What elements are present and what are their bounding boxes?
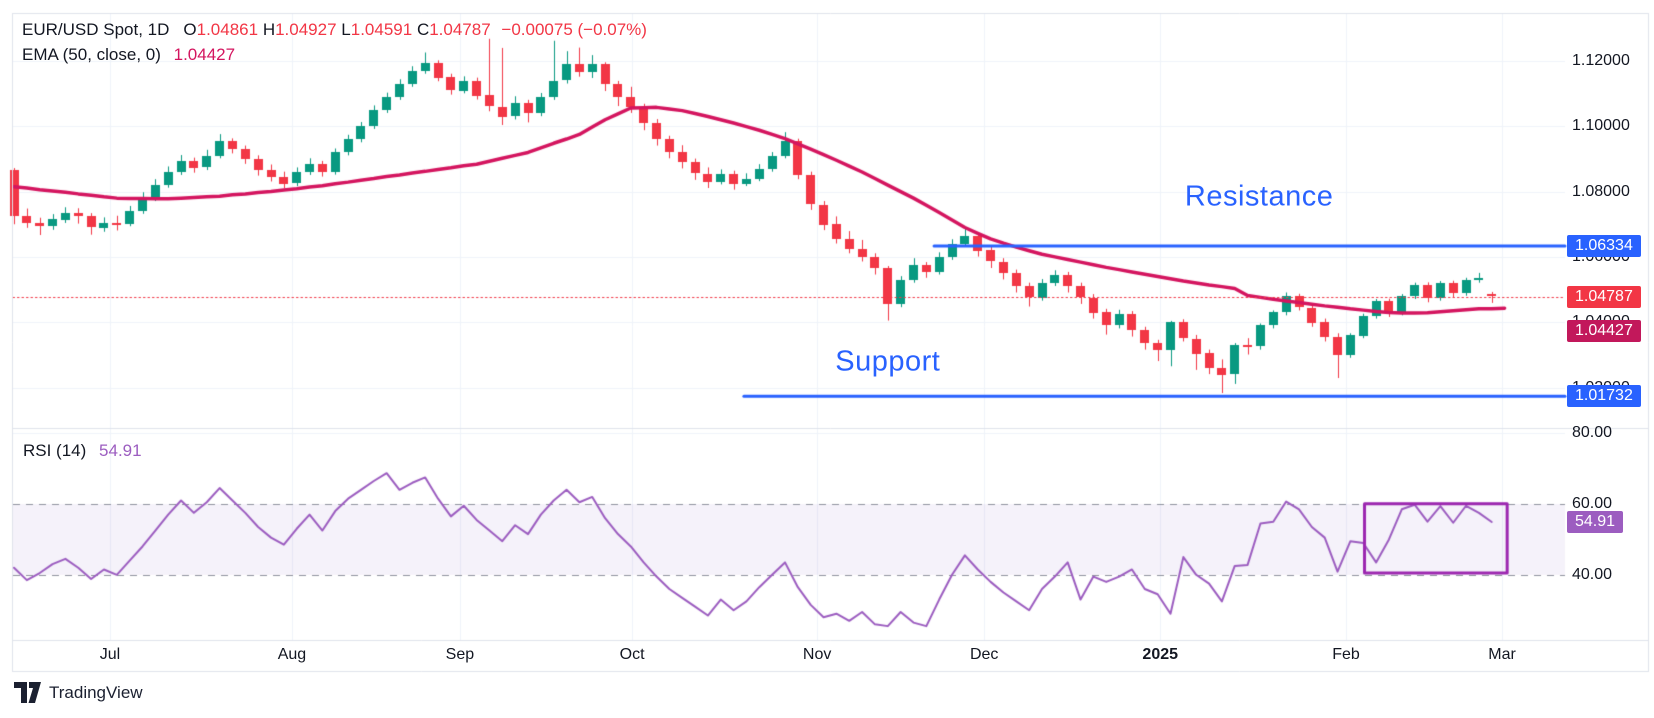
close-label: C	[416, 20, 430, 39]
tradingview-logo-text: TradingView	[49, 682, 143, 702]
rsi-legend-value: 54.91	[99, 441, 142, 460]
change-value: −0.00075 (−0.07%)	[501, 20, 647, 39]
rsi-legend-row[interactable]: RSI (14) 54.91	[23, 441, 142, 461]
ema-legend-row[interactable]: EMA (50, close, 0) 1.04427	[22, 42, 647, 67]
resistance-text-label[interactable]: Resistance	[1184, 180, 1334, 213]
chart-legend: EUR/USD Spot, 1D O1.04861 H1.04927 L1.045…	[22, 17, 647, 67]
tradingview-logo[interactable]: TradingView	[14, 682, 143, 703]
low-label: L	[341, 20, 351, 39]
high-label: H	[262, 20, 276, 39]
open-value: 1.04861	[196, 20, 259, 39]
close-value: 1.04787	[429, 20, 491, 39]
rsi-legend-title[interactable]: RSI (14)	[23, 441, 87, 460]
low-value: 1.04591	[350, 20, 413, 39]
open-label: O	[183, 20, 197, 39]
high-value: 1.04927	[275, 20, 337, 39]
tradingview-logo-icon	[14, 682, 41, 703]
symbol-title[interactable]: EUR/USD Spot, 1D	[22, 20, 170, 39]
symbol-legend-row[interactable]: EUR/USD Spot, 1D O1.04861 H1.04927 L1.045…	[22, 17, 647, 42]
ema-legend-value: 1.04427	[173, 45, 236, 64]
ema-legend-title[interactable]: EMA (50, close, 0)	[22, 45, 161, 64]
support-text-label[interactable]: Support	[835, 345, 941, 378]
